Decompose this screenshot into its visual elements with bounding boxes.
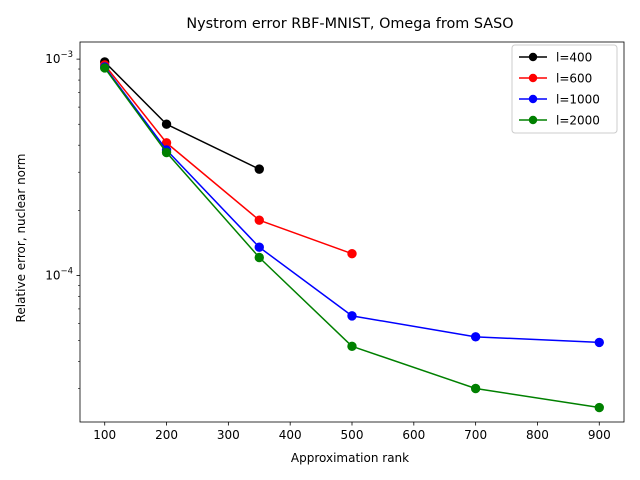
data-point <box>161 119 172 129</box>
x-tick-label: 800 <box>526 428 549 442</box>
y-tick-label: 10−3 <box>45 50 73 66</box>
y-tick-label: 10−4 <box>45 266 73 282</box>
x-tick-label: 100 <box>93 428 116 442</box>
legend-entry: l=2000 <box>519 114 600 128</box>
legend-marker <box>528 115 538 125</box>
data-point <box>254 252 264 263</box>
data-point <box>100 63 110 73</box>
data-point <box>470 383 481 394</box>
legend-entry: l=400 <box>519 51 592 65</box>
x-tick-label: 200 <box>155 428 178 442</box>
x-tick-label: 300 <box>217 428 240 442</box>
data-point <box>254 164 264 174</box>
x-tick-label: 600 <box>402 428 425 442</box>
data-point <box>161 147 172 158</box>
legend-box <box>511 44 618 134</box>
data-point <box>594 402 604 413</box>
x-tick-label: 700 <box>464 428 487 442</box>
series-line <box>104 66 600 344</box>
legend-entry: l=600 <box>519 72 592 86</box>
plot-area <box>100 57 604 413</box>
series-l=600 <box>100 60 357 259</box>
data-point <box>347 248 357 259</box>
y-axis-label: Relative error, nuclear norm <box>14 154 28 323</box>
legend-label: l=400 <box>556 51 592 65</box>
legend-marker <box>528 73 538 83</box>
x-tick-label: 400 <box>279 428 302 442</box>
data-point <box>347 311 357 321</box>
legend-entry: l=1000 <box>519 93 600 107</box>
data-point <box>470 332 481 342</box>
legend-marker <box>528 94 538 104</box>
legend-label: l=600 <box>556 72 592 86</box>
legend-marker <box>528 52 538 62</box>
legend-label: l=1000 <box>556 93 600 107</box>
plot-frame <box>79 41 625 423</box>
series-line <box>104 67 600 409</box>
series-l=2000 <box>100 63 604 413</box>
legend-label: l=2000 <box>556 114 600 128</box>
x-axis-label: Approximation rank <box>291 451 409 465</box>
data-point <box>347 341 357 352</box>
data-point <box>594 337 604 348</box>
chart-title: Nystrom error RBF-MNIST, Omega from SASO <box>186 16 513 32</box>
x-tick-label: 900 <box>588 428 611 442</box>
legend: l=400 l=600 l=1000 l=2000 <box>511 44 618 134</box>
axes: 100 200 300 400 500 600 700 800 900 10−3 10−4 <box>45 41 625 442</box>
data-point <box>254 242 264 252</box>
data-point <box>254 215 264 225</box>
x-tick-label: 500 <box>341 428 364 442</box>
series-line <box>104 64 353 255</box>
